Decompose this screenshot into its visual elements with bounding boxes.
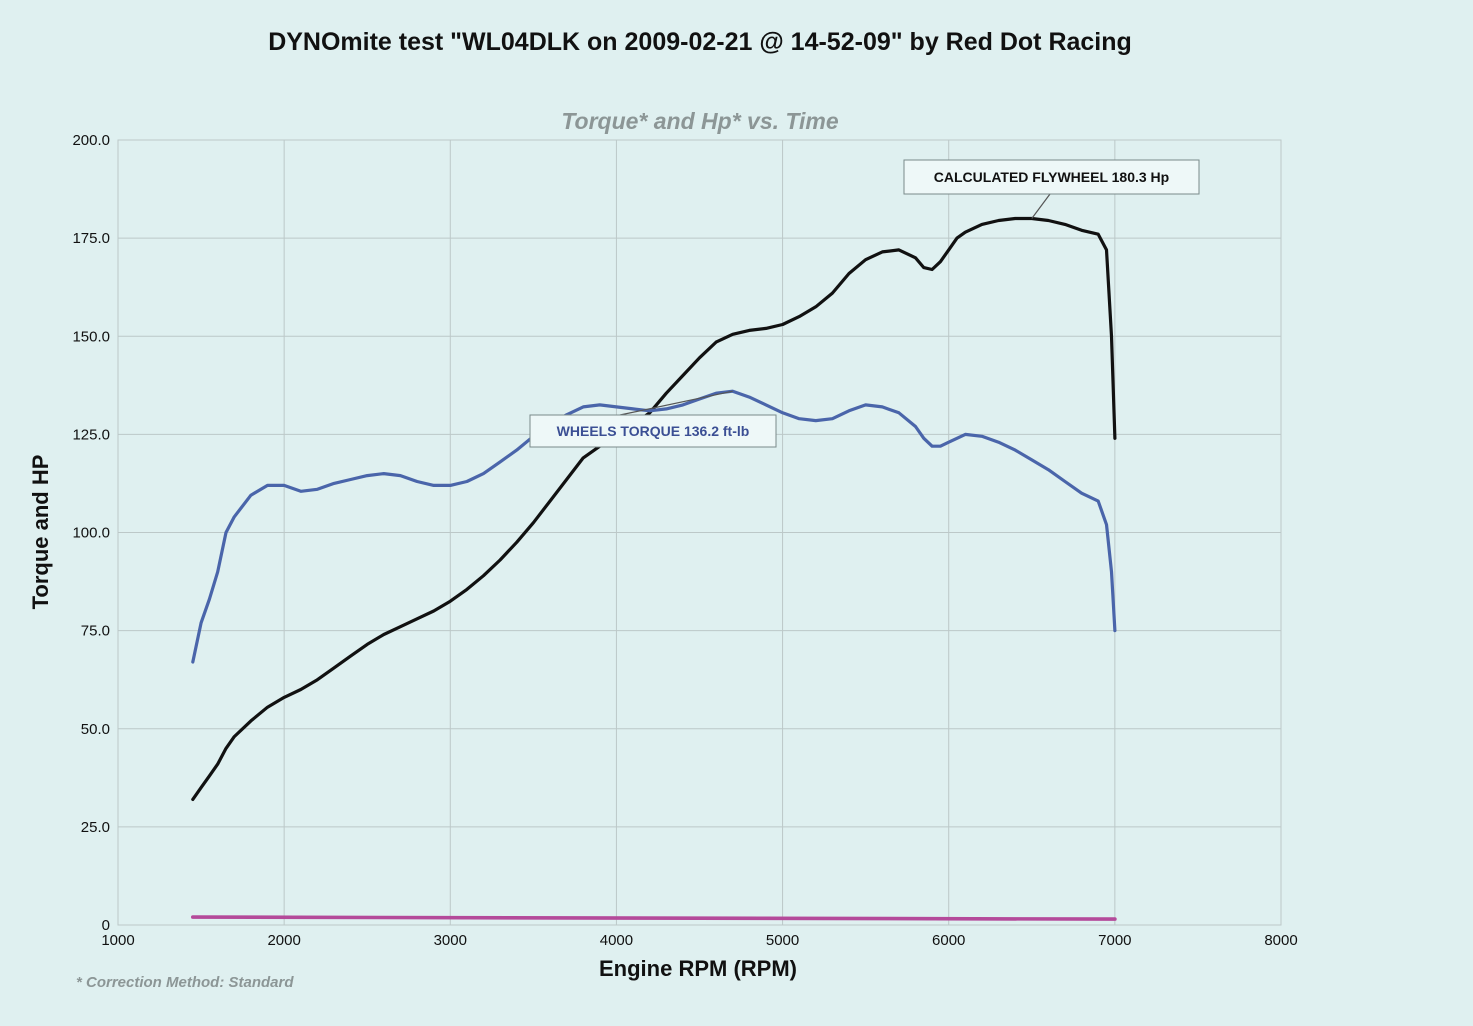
x-tick-label: 4000: [600, 932, 633, 949]
series-lines: [191, 216, 1117, 921]
y-tick-label: 125.0: [72, 426, 110, 443]
x-tick-label: 3000: [434, 932, 467, 949]
y-tick-label: 100.0: [72, 525, 110, 542]
y-tick-label: 150.0: [72, 328, 110, 345]
y-tick-label: 50.0: [81, 721, 110, 738]
annotation-label: CALCULATED FLYWHEEL 180.3 Hp: [934, 169, 1169, 185]
annotation-box: [903, 159, 1200, 195]
annotation-callout: CALCULATED FLYWHEEL 180.3 Hp: [903, 159, 1200, 219]
footnote: * Correction Method: Standard: [76, 974, 294, 991]
x-axis-label: Engine RPM (RPM): [599, 956, 797, 981]
annotation-callout: WHEELS TORQUE 136.2 ft-lb: [529, 390, 777, 448]
y-tick-label: 0: [102, 917, 110, 934]
chart-subtitle: Torque* and Hp* vs. Time: [561, 108, 839, 134]
wheels-torque-line: [191, 389, 1117, 664]
x-tick-label: 8000: [1264, 932, 1297, 949]
flywheel-hp-line: [191, 216, 1117, 802]
x-tick-label: 5000: [766, 932, 799, 949]
annotation-box: [529, 414, 777, 448]
y-tick-label: 175.0: [72, 230, 110, 247]
y-tick-label: 75.0: [81, 623, 110, 640]
y-tick-label: 25.0: [81, 819, 110, 836]
annotation-label: WHEELS TORQUE 136.2 ft-lb: [557, 423, 750, 439]
annotation-leader: [619, 390, 733, 416]
x-tick-label: 6000: [932, 932, 965, 949]
y-axis-label: Torque and HP: [28, 455, 53, 610]
chart-title: DYNOmite test "WL04DLK on 2009-02-21 @ 1…: [268, 28, 1132, 56]
annotation-leader: [1031, 193, 1051, 219]
grid: [117, 139, 1282, 926]
y-tick-label: 200.0: [72, 132, 110, 149]
x-tick-label: 1000: [101, 932, 134, 949]
tick-labels: 1000 2000 3000 4000 5000 6000 7000 8000 0 25.0 50.…: [72, 132, 1297, 949]
annotations: CALCULATED FLYWHEEL 180.3 Hp WHEELS TORQU…: [529, 159, 1200, 448]
x-tick-label: 2000: [267, 932, 300, 949]
x-tick-label: 7000: [1098, 932, 1131, 949]
baseline-line: [191, 915, 1117, 921]
